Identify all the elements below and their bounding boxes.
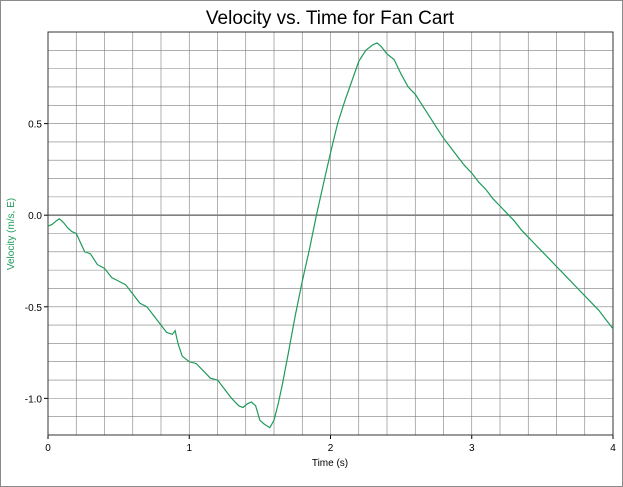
velocity-series-line [47, 42, 614, 429]
y-tick-label: -1.0 [25, 394, 43, 405]
x-tick-label: 0 [45, 443, 51, 454]
y-tick-label: -0.5 [25, 303, 43, 314]
x-tick-label: 4 [610, 443, 616, 454]
x-tick-label: 3 [469, 443, 475, 454]
x-tick-label: 1 [186, 443, 192, 454]
x-tick-label: 2 [328, 443, 334, 454]
minor-gridlines [48, 32, 613, 435]
chart-title: Velocity vs. Time for Fan Cart [206, 8, 455, 29]
y-tick-label: 0.0 [28, 211, 42, 222]
plot-border [47, 31, 614, 436]
x-axis-ticks: 0 1 2 3 4 [45, 435, 616, 454]
y-axis-ticks: 0.5 0.0 -0.5 -1.0 [25, 120, 48, 405]
y-axis-label: Velocity (m/s, E) [6, 198, 17, 270]
x-axis-label: Time (s) [312, 458, 348, 469]
y-tick-label: 0.5 [28, 120, 42, 131]
